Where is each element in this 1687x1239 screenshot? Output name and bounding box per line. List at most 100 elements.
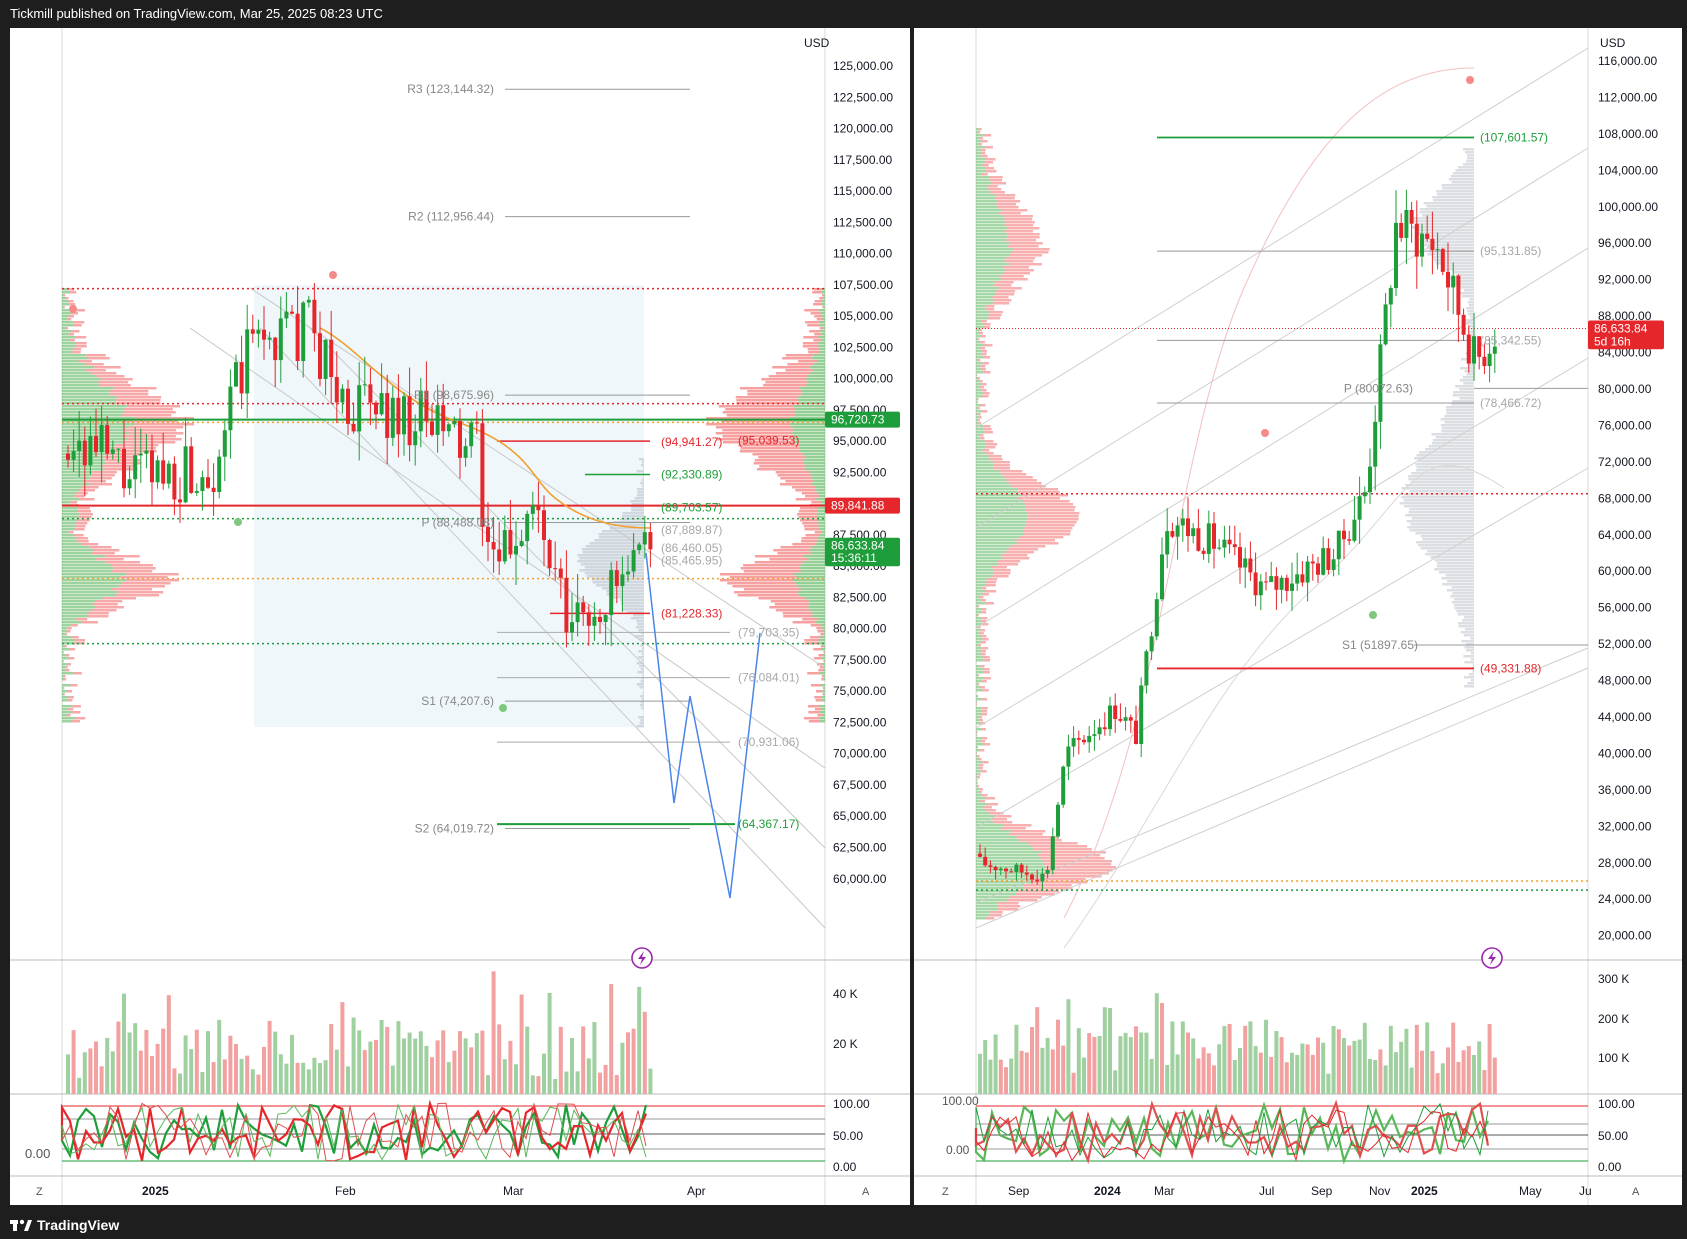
vp-bar-green xyxy=(62,495,75,498)
volume-bar xyxy=(1425,1022,1430,1094)
price-tick-label: 108,000.00 xyxy=(1598,127,1658,141)
vp-bar-green xyxy=(976,899,1007,902)
volume-bar xyxy=(346,1066,350,1094)
vp-bar-red xyxy=(1016,836,1058,839)
time-axis[interactable]: Sep 2024 Mar Jul Sep Nov 2025 May Ju xyxy=(1008,1184,1592,1198)
vp-bar-red xyxy=(798,360,817,363)
vp-bar-red xyxy=(810,312,821,315)
volume-bar xyxy=(105,1037,110,1094)
candle-body xyxy=(1035,879,1040,882)
vp-bar-gray xyxy=(598,536,644,539)
vp-bar-red xyxy=(805,534,820,537)
vp-bar-red xyxy=(792,543,816,546)
vp-bar-red xyxy=(808,711,821,714)
flash-icon[interactable] xyxy=(631,947,653,969)
vp-bar-gray xyxy=(1464,685,1474,688)
trend-channel-lines[interactable] xyxy=(975,47,1589,949)
price-axis[interactable]: 116,000.00112,000.00108,000.00104,000.00… xyxy=(1598,54,1658,943)
time-axis[interactable]: 2025 Feb Mar Apr xyxy=(142,1184,706,1198)
right-chart-panel[interactable]: P (80072.63) S1 (51897.65) (107,601.57) (95… xyxy=(914,28,1682,1205)
vp-bar-green xyxy=(976,434,980,437)
pivot-label: P (80072.63) xyxy=(1344,381,1413,395)
vp-bar-red xyxy=(822,306,825,309)
candle-body xyxy=(441,405,446,432)
vp-bar-red xyxy=(995,293,1015,296)
auto-scale-right-corner[interactable]: A xyxy=(862,1186,870,1198)
vp-bar-gray xyxy=(1434,559,1474,562)
vp-bar-gray xyxy=(640,719,644,722)
vp-bar-red xyxy=(991,182,1007,185)
vp-bar-red xyxy=(988,455,1002,458)
vp-bar-red xyxy=(978,644,981,647)
vp-bar-red xyxy=(775,471,811,474)
flash-icon[interactable] xyxy=(1481,947,1503,969)
vp-bar-red xyxy=(1022,494,1069,497)
candle-body xyxy=(553,568,558,570)
tradingview-logo[interactable]: TradingView xyxy=(10,1217,119,1233)
vp-bar-red xyxy=(978,128,982,131)
vp-bar-red xyxy=(979,386,984,389)
vp-bar-green xyxy=(976,185,987,188)
vp-bar-red xyxy=(822,693,825,696)
auto-scale-left-corner[interactable]: Z xyxy=(36,1186,43,1198)
vp-bar-red xyxy=(68,657,75,660)
left-chart-svg[interactable]: R3 (123,144.32)R2 (112,956.44)R1 (98,675… xyxy=(10,28,910,1205)
vp-bar-green xyxy=(62,510,78,513)
vp-bar-gray xyxy=(1401,496,1474,499)
signal-dot xyxy=(499,704,507,712)
vp-bar-green xyxy=(62,654,67,657)
vp-bar-green xyxy=(797,591,825,594)
candle-body xyxy=(1482,356,1487,367)
vp-bar-gray xyxy=(637,491,644,494)
left-chart-panel[interactable]: R3 (123,144.32) R2 (112,956.44) R1 (98,675… xyxy=(10,28,910,1205)
vp-bar-green xyxy=(976,599,982,602)
candle-body xyxy=(407,396,412,446)
vp-bar-red xyxy=(68,300,74,303)
auto-scale-left-corner[interactable]: Z xyxy=(942,1186,949,1198)
vp-bar-green xyxy=(62,660,63,663)
right-chart-svg[interactable]: P (80072.63)S1 (51897.65)(107,601.57)(95… xyxy=(914,28,1682,1205)
volume-tick-label: 100 K xyxy=(1598,1051,1629,1065)
vp-bar-green xyxy=(62,498,80,501)
vp-bar-gray xyxy=(1431,433,1474,436)
vp-bar-green xyxy=(976,887,1025,890)
vp-bar-green xyxy=(62,615,88,618)
vp-bar-gray xyxy=(1456,274,1474,277)
vp-bar-green xyxy=(976,623,983,626)
vp-bar-red xyxy=(729,576,797,579)
vp-bar-red xyxy=(782,612,813,615)
currency-label: USD xyxy=(804,36,830,50)
volume-bar xyxy=(1373,1059,1378,1094)
vp-bar-gray xyxy=(1428,445,1474,448)
vp-bar-gray xyxy=(641,632,644,635)
level-label: (81,228.33) xyxy=(661,606,722,620)
volume-bar xyxy=(1206,1053,1211,1094)
volume-bar xyxy=(1404,1028,1409,1094)
vp-bar-green xyxy=(976,803,988,806)
vp-bar-green xyxy=(976,548,1008,551)
vp-bar-green xyxy=(62,435,125,438)
candle-body xyxy=(1279,577,1284,590)
vp-bar-green xyxy=(62,627,68,630)
osc-tick-label: 50.00 xyxy=(1598,1129,1628,1143)
vp-bar-green xyxy=(62,321,75,324)
vp-bar-red xyxy=(785,369,814,372)
vp-bar-green xyxy=(976,251,1013,254)
vp-bar-green xyxy=(976,227,1008,230)
candle-body xyxy=(463,446,468,458)
vp-bar-red xyxy=(802,522,819,525)
vp-bar-red xyxy=(795,498,817,501)
vp-bar-red xyxy=(980,368,986,371)
vp-bar-red xyxy=(978,791,982,794)
price-badge xyxy=(1588,320,1664,337)
auto-scale-right-corner[interactable]: A xyxy=(1632,1186,1640,1198)
projection-path[interactable] xyxy=(645,552,761,899)
volume-bar xyxy=(278,1054,283,1094)
vp-bar-red xyxy=(71,720,80,723)
volume-bar xyxy=(620,1042,625,1094)
price-tick-label: 112,000.00 xyxy=(1598,90,1657,104)
volume-bar xyxy=(312,1057,317,1094)
vp-bar-red xyxy=(989,176,1003,179)
price-badge-label: 89,841.88 xyxy=(831,499,885,513)
horizontal-levels[interactable] xyxy=(976,136,1588,891)
